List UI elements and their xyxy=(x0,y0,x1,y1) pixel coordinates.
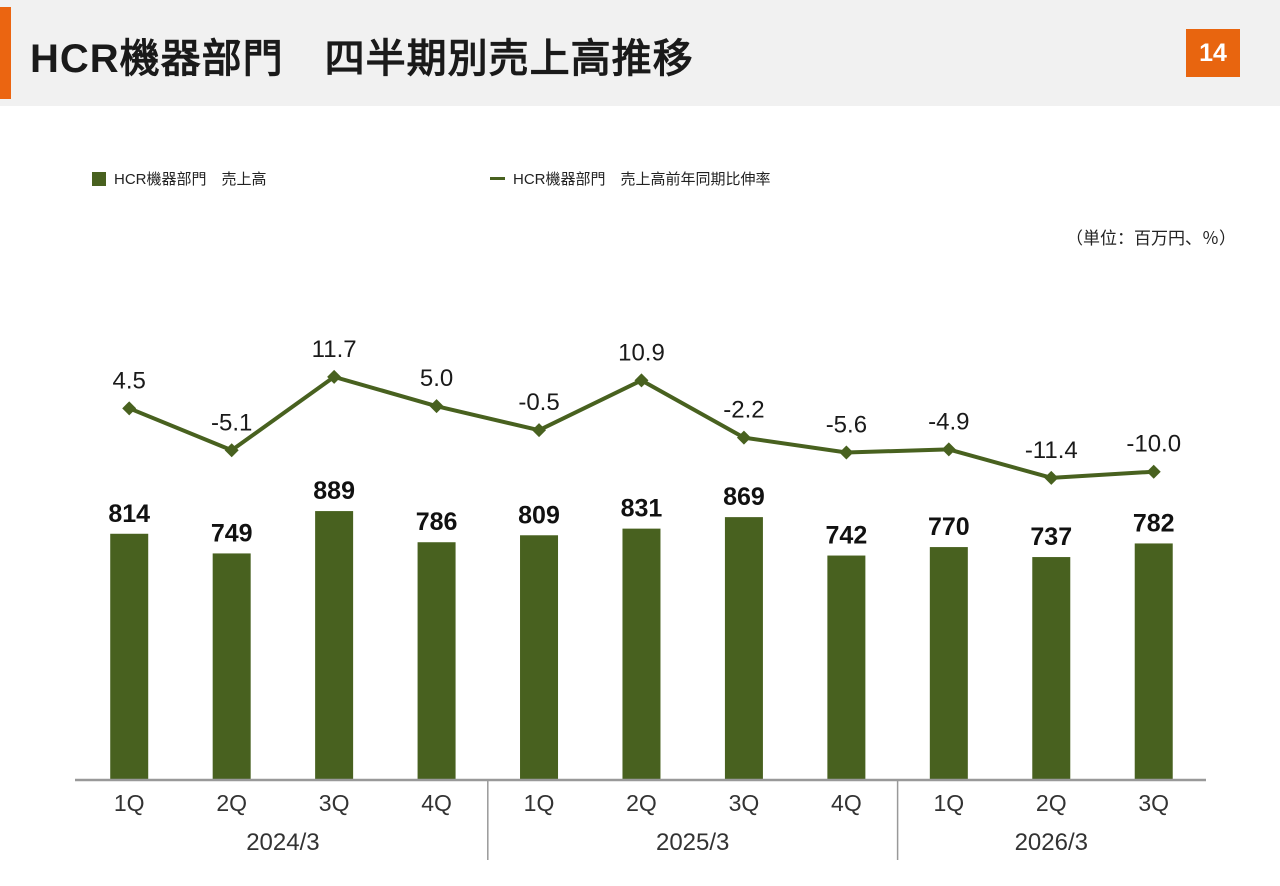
line-value-label: 4.5 xyxy=(113,367,146,394)
line-marker-icon xyxy=(224,443,239,458)
bar-value-label: 869 xyxy=(723,483,765,511)
line-value-label: -2.2 xyxy=(723,397,764,424)
sales-bar xyxy=(622,528,661,780)
page-title: HCR機器部門 四半期別売上高推移 xyxy=(30,37,694,81)
x-tick-label: 2Q xyxy=(1036,790,1067,816)
sales-bar xyxy=(1134,543,1173,780)
line-value-label: 10.9 xyxy=(618,339,665,366)
line-value-label: 11.7 xyxy=(312,336,357,363)
x-tick-label: 3Q xyxy=(1138,790,1169,816)
year-group-label: 2026/3 xyxy=(1015,829,1088,856)
x-tick-label: 1Q xyxy=(933,790,964,816)
line-marker-icon xyxy=(941,442,956,457)
legend-growth-label: HCR機器部門 売上高前年同期比伸率 xyxy=(513,171,771,188)
bar-value-label: 742 xyxy=(826,522,868,550)
sales-bar xyxy=(110,533,149,780)
x-tick-label: 3Q xyxy=(319,790,350,816)
sales-bar xyxy=(1032,557,1071,780)
x-tick-label: 4Q xyxy=(831,790,862,816)
legend-sales-label: HCR機器部門 売上高 xyxy=(114,171,267,188)
line-value-label: -0.5 xyxy=(518,389,559,416)
sales-bar xyxy=(315,511,354,780)
bar-value-label: 770 xyxy=(928,513,970,541)
bar-value-label: 814 xyxy=(108,500,150,528)
x-tick-label: 2Q xyxy=(626,790,657,816)
growth-line xyxy=(128,374,1154,480)
x-tick-label: 1Q xyxy=(524,790,555,816)
line-value-label: -4.9 xyxy=(928,408,969,435)
x-tick-label: 3Q xyxy=(729,790,760,816)
sales-bar xyxy=(929,547,968,780)
line-value-label: -5.1 xyxy=(211,409,252,436)
line-value-label: -10.0 xyxy=(1126,431,1181,458)
quarterly-sales-chart: 814 749 889 786 809 831 869 742 770 737 782 4.5 -5.1… xyxy=(75,336,1206,860)
legend-item-sales: HCR機器部門 売上高 xyxy=(92,168,267,189)
bar-value-label: 737 xyxy=(1030,523,1072,551)
bar-swatch-icon xyxy=(92,171,106,186)
bar-value-label: 831 xyxy=(621,495,663,523)
line-marker-icon xyxy=(1146,464,1161,479)
sales-bar xyxy=(520,535,559,780)
line-marker-icon xyxy=(634,373,649,388)
sales-bar xyxy=(724,517,763,780)
bar-value-label: 809 xyxy=(518,501,560,529)
line-marker-icon xyxy=(327,369,342,384)
line-swatch-icon xyxy=(490,177,505,180)
line-marker-icon xyxy=(122,401,137,416)
line-marker-icon xyxy=(736,430,751,445)
x-tick-label: 1Q xyxy=(114,790,145,816)
x-tick-label: 4Q xyxy=(421,790,452,816)
unit-note: （単位：百万円、％） xyxy=(1066,229,1236,248)
x-tick-label: 2Q xyxy=(216,790,247,816)
bar-value-label: 786 xyxy=(416,508,458,536)
chart-legend: HCR機器部門 売上高 HCR機器部門 売上高前年同期比伸率 xyxy=(0,168,1280,192)
slide-header: HCR機器部門 四半期別売上高推移 14 xyxy=(0,0,1280,106)
year-group-label: 2025/3 xyxy=(656,829,729,856)
page-number-badge: 14 xyxy=(1186,29,1240,77)
line-marker-icon xyxy=(429,399,444,414)
line-value-label: 5.0 xyxy=(420,365,453,392)
line-marker-icon xyxy=(532,423,547,438)
sales-bar xyxy=(827,555,866,780)
bar-value-label: 889 xyxy=(313,477,355,505)
year-group-label: 2024/3 xyxy=(246,829,319,856)
line-marker-icon xyxy=(1044,470,1059,485)
sales-bar xyxy=(417,542,456,780)
bar-value-label: 782 xyxy=(1133,509,1175,537)
legend-item-growth: HCR機器部門 売上高前年同期比伸率 xyxy=(490,168,771,189)
bar-value-label: 749 xyxy=(211,519,253,547)
sales-bar xyxy=(212,553,251,780)
line-value-label: -5.6 xyxy=(826,411,867,438)
line-marker-icon xyxy=(839,445,854,460)
line-value-label: -11.4 xyxy=(1025,437,1078,464)
header-accent-bar xyxy=(0,7,11,99)
